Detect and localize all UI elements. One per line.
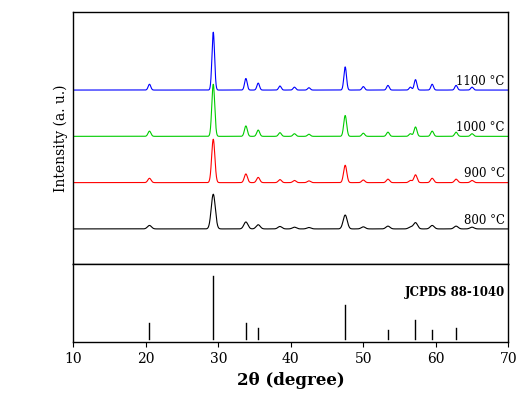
Text: 900 °C: 900 °C (464, 167, 505, 180)
Text: 800 °C: 800 °C (464, 214, 505, 226)
X-axis label: 2θ (degree): 2θ (degree) (237, 372, 345, 388)
Text: 1100 °C: 1100 °C (456, 75, 505, 88)
Text: 1000 °C: 1000 °C (456, 121, 505, 134)
Y-axis label: Intensity (a. u.): Intensity (a. u.) (53, 84, 68, 191)
Text: JCPDS 88-1040: JCPDS 88-1040 (405, 286, 505, 298)
